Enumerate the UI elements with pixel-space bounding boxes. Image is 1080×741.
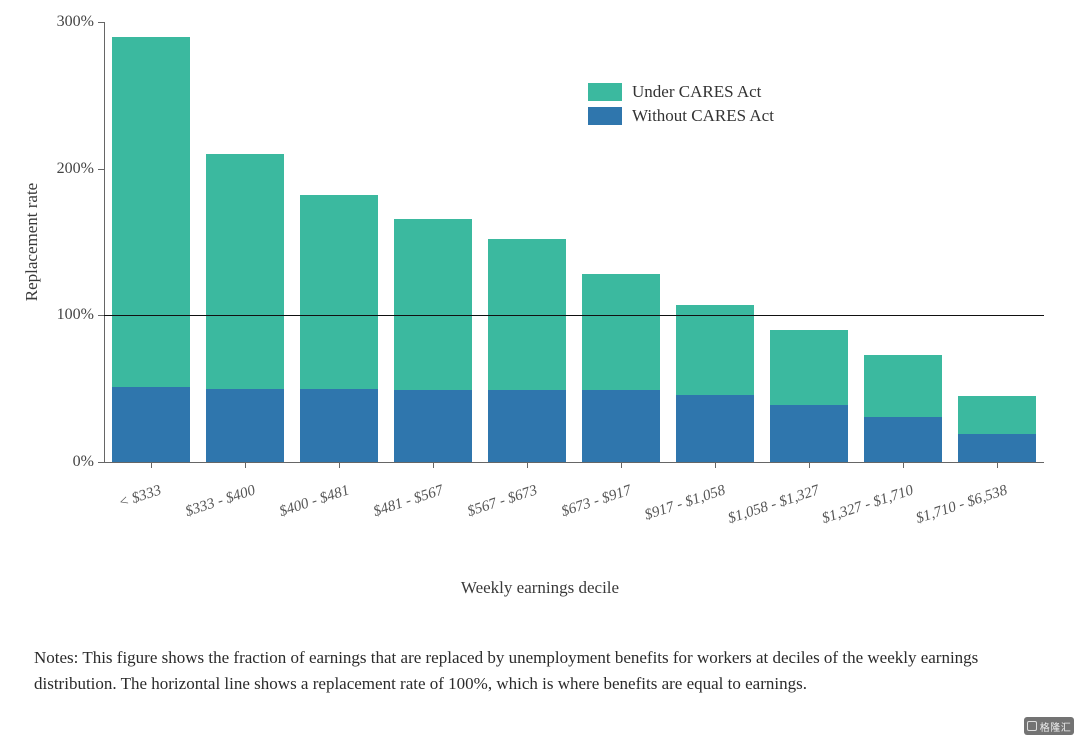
- y-tick: [98, 169, 104, 170]
- bar-without-cares: [300, 389, 377, 462]
- bar-without-cares: [206, 389, 283, 462]
- bar-without-cares: [582, 390, 659, 462]
- x-tick: [809, 462, 810, 468]
- legend-label: Without CARES Act: [632, 106, 774, 126]
- x-tick: [433, 462, 434, 468]
- y-tick-label: 300%: [14, 13, 94, 31]
- watermark-text: 格隆汇: [1040, 719, 1072, 734]
- x-tick: [997, 462, 998, 468]
- x-tick: [621, 462, 622, 468]
- bar-group: [864, 22, 941, 462]
- y-tick-label: 100%: [14, 306, 94, 324]
- bar-without-cares: [864, 417, 941, 462]
- bar-group: [394, 22, 471, 462]
- y-tick: [98, 22, 104, 23]
- x-axis-title: Weekly earnings decile: [0, 578, 1080, 598]
- legend-label: Under CARES Act: [632, 82, 761, 102]
- reference-line-100pct: [104, 315, 1044, 316]
- notes-text: Notes: This figure shows the fraction of…: [34, 645, 1046, 696]
- x-tick: [151, 462, 152, 468]
- bar-without-cares: [488, 390, 565, 462]
- legend: Under CARES Act Without CARES Act: [588, 78, 774, 130]
- watermark-icon: [1027, 721, 1037, 731]
- x-tick: [903, 462, 904, 468]
- figure-container: Replacement rate Weekly earnings decile …: [0, 0, 1080, 741]
- bar-group: [300, 22, 377, 462]
- bar-group: [488, 22, 565, 462]
- plot-region: [104, 22, 1044, 462]
- legend-item: Under CARES Act: [588, 82, 774, 102]
- bar-group: [958, 22, 1035, 462]
- x-tick: [245, 462, 246, 468]
- x-tick: [527, 462, 528, 468]
- bar-group: [206, 22, 283, 462]
- y-axis-title: Replacement rate: [22, 183, 42, 301]
- bar-without-cares: [770, 405, 847, 462]
- watermark-badge: 格隆汇: [1024, 717, 1074, 735]
- legend-item: Without CARES Act: [588, 106, 774, 126]
- bar-without-cares: [958, 434, 1035, 462]
- legend-swatch: [588, 107, 622, 125]
- bar-group: [770, 22, 847, 462]
- bar-group: [112, 22, 189, 462]
- bar-without-cares: [394, 390, 471, 462]
- y-tick-label: 200%: [14, 160, 94, 178]
- y-tick-label: 0%: [14, 453, 94, 471]
- legend-swatch: [588, 83, 622, 101]
- y-tick: [98, 462, 104, 463]
- bar-without-cares: [676, 395, 753, 462]
- chart-area: Replacement rate Weekly earnings decile …: [0, 0, 1080, 630]
- x-tick: [715, 462, 716, 468]
- x-tick: [339, 462, 340, 468]
- bar-without-cares: [112, 387, 189, 462]
